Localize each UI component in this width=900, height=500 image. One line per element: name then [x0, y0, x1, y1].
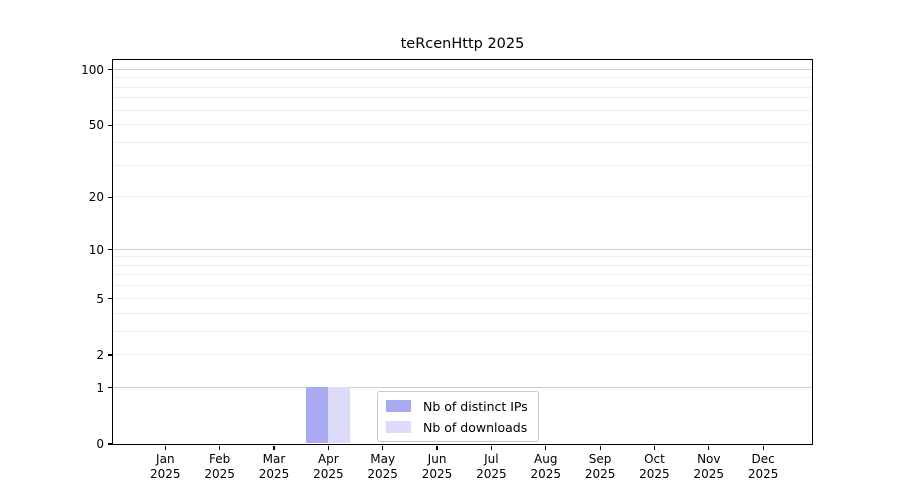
- y-tick-label: 5: [96, 291, 104, 306]
- y-tick-mark: [107, 298, 112, 300]
- y-tick-label: 50: [88, 118, 104, 133]
- y-tick-mark: [107, 387, 112, 389]
- x-tick-year: 2025: [693, 467, 725, 481]
- bar-nb-of-downloads: [327, 387, 350, 444]
- x-tick-mark: [599, 445, 601, 450]
- x-tick-label: Oct 2025: [624, 452, 684, 482]
- x-tick-year: 2025: [584, 467, 616, 481]
- y-tick-label: 100: [81, 62, 104, 77]
- plot-area: [111, 58, 813, 445]
- x-tick-label: Dec 2025: [733, 452, 793, 482]
- x-tick-label: Nov 2025: [679, 452, 739, 482]
- gridline-minor: [112, 97, 812, 99]
- x-tick-mark: [653, 445, 656, 450]
- gridline-major: [112, 68, 812, 70]
- legend-entry: Nb of distinct IPs: [386, 398, 528, 414]
- x-tick-label: Jan 2025: [135, 452, 195, 482]
- x-tick-mark: [164, 445, 166, 450]
- y-tick-mark: [107, 196, 112, 198]
- y-tick-mark: [107, 69, 112, 71]
- x-tick-year: 2025: [367, 467, 398, 481]
- x-tick-year: 2025: [313, 467, 344, 481]
- y-tick-mark: [107, 354, 112, 356]
- y-tick-label: 0: [96, 437, 104, 451]
- gridline-minor: [112, 86, 812, 88]
- legend-label: Nb of distinct IPs: [423, 398, 528, 414]
- x-tick-mark: [545, 445, 547, 450]
- x-tick-mark: [273, 445, 275, 450]
- y-tick-mark: [107, 124, 112, 126]
- x-tick-month: Jul: [484, 452, 499, 466]
- gridline-major: [112, 248, 812, 250]
- x-tick-label: Aug 2025: [516, 452, 576, 482]
- x-tick-year: 2025: [530, 467, 562, 481]
- x-tick-month: Dec: [751, 452, 775, 466]
- x-tick-mark: [382, 445, 384, 450]
- x-tick-year: 2025: [258, 467, 290, 481]
- x-tick-month: Aug: [534, 452, 558, 466]
- x-tick-month: Apr: [317, 452, 339, 466]
- y-tick-label: 1: [96, 380, 104, 395]
- gridline-minor: [112, 285, 812, 287]
- x-tick-month: Mar: [262, 452, 286, 466]
- x-tick-label: Apr 2025: [298, 452, 358, 482]
- gridline-minor: [112, 141, 812, 143]
- legend-label: Nb of downloads: [423, 419, 528, 435]
- x-tick-month: Nov: [697, 452, 721, 466]
- gridline-minor: [112, 264, 812, 266]
- x-tick-year: 2025: [747, 467, 779, 481]
- x-tick-label: Jun 2025: [407, 452, 467, 482]
- gridline-minor: [112, 274, 812, 276]
- gridline-minor: [112, 109, 812, 111]
- x-tick-month: Feb: [209, 452, 231, 466]
- x-tick-month: Oct: [644, 452, 665, 466]
- x-tick-label: Jul 2025: [461, 452, 521, 482]
- gridline-minor: [112, 297, 812, 299]
- x-tick-label: Feb 2025: [190, 452, 250, 482]
- y-tick-label: 10: [88, 242, 104, 257]
- gridline-minor: [112, 196, 812, 198]
- y-tick-label: 20: [88, 190, 104, 205]
- x-tick-label: May 2025: [353, 452, 413, 482]
- x-tick-label: Mar 2025: [244, 452, 304, 482]
- gridline-minor: [112, 312, 812, 314]
- gridline-minor: [112, 77, 812, 79]
- gridline-minor: [112, 353, 812, 355]
- x-tick-year: 2025: [639, 467, 670, 481]
- x-tick-mark: [219, 445, 221, 450]
- x-tick-year: 2025: [150, 467, 181, 481]
- x-tick-month: Sep: [588, 452, 612, 466]
- y-tick-mark: [107, 248, 112, 251]
- x-tick-mark: [762, 445, 764, 450]
- chart-title: teRcenHttp 2025: [400, 36, 525, 52]
- x-tick-year: 2025: [476, 467, 507, 481]
- gridline-minor: [112, 330, 812, 332]
- legend-entry: Nb of downloads: [386, 419, 528, 435]
- gridline-minor: [112, 164, 812, 166]
- legend: Nb of distinct IPs Nb of downloads: [377, 391, 539, 442]
- x-tick-year: 2025: [421, 467, 453, 481]
- gridline-minor: [112, 124, 812, 126]
- x-tick-mark: [436, 445, 438, 450]
- x-tick-mark: [327, 445, 329, 450]
- gridline-major: [112, 386, 812, 388]
- x-tick-month: Jan: [156, 452, 175, 466]
- legend-swatch: [386, 421, 411, 433]
- x-tick-mark: [490, 445, 492, 450]
- x-tick-month: Jun: [427, 452, 447, 466]
- bar-nb-of-distinct-ips: [305, 387, 328, 444]
- y-tick-label: 2: [96, 347, 104, 362]
- x-tick-year: 2025: [204, 467, 235, 481]
- y-tick-mark: [107, 443, 112, 445]
- x-tick-label: Sep 2025: [570, 452, 630, 482]
- x-tick-mark: [708, 445, 710, 450]
- x-tick-month: May: [370, 452, 396, 466]
- legend-swatch: [386, 400, 411, 412]
- gridline-minor: [112, 256, 812, 258]
